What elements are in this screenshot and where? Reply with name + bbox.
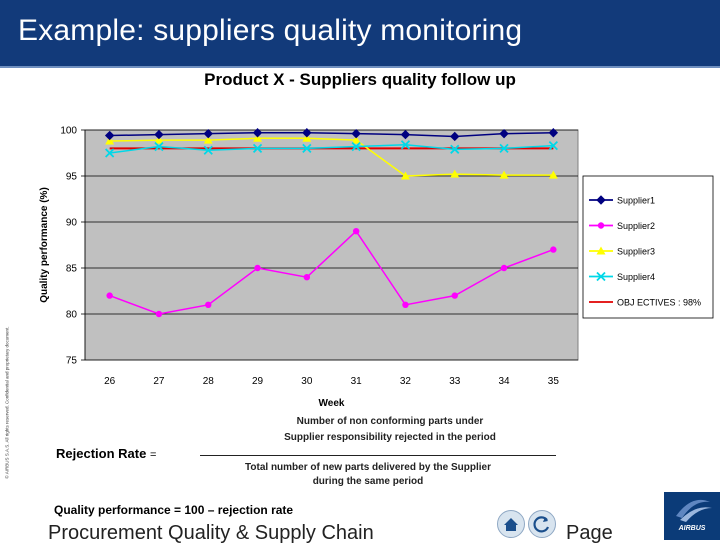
data-point-supplier1 xyxy=(104,130,115,141)
x-tick-label: 31 xyxy=(351,376,363,387)
legend-label-supplier2: Supplier2 xyxy=(617,221,655,231)
plot-area xyxy=(84,129,579,361)
legend-marker-supplier2 xyxy=(597,222,605,229)
y-tick-label: 90 xyxy=(66,218,78,229)
back-nav-icon[interactable] xyxy=(528,510,556,538)
rejection-rate-text: Rejection Rate xyxy=(56,446,147,461)
equals-sign: = xyxy=(149,449,157,461)
numerator-line-1: Number of non conforming parts under xyxy=(296,416,484,427)
y-tick-label: 95 xyxy=(66,172,78,183)
x-tick-label: 33 xyxy=(449,376,461,387)
data-point-supplier4 xyxy=(548,141,558,151)
data-point-supplier2 xyxy=(254,264,261,272)
y-tick-label: 100 xyxy=(60,126,77,137)
data-point-supplier2 xyxy=(106,292,113,299)
data-point-supplier4 xyxy=(154,141,164,152)
data-point-supplier3 xyxy=(203,135,213,144)
x-tick-label: 34 xyxy=(498,376,510,387)
chart-title: Product X - Suppliers quality follow up xyxy=(204,70,516,89)
series-line-supplier1 xyxy=(109,132,554,138)
legend-label-supplier4: Supplier4 xyxy=(617,272,655,282)
chart-svg: 75 80 85 90 95 100 26 27 28 29 30 31 32 33 34 35 Week Qua… xyxy=(39,126,714,409)
legend-label-obj-ectives-98: OBJ ECTIVES : 98% xyxy=(617,298,701,308)
series-line-supplier2 xyxy=(109,230,554,315)
x-tick-label: 32 xyxy=(400,376,412,387)
data-point-supplier1 xyxy=(154,129,164,140)
data-point-supplier3 xyxy=(400,171,410,180)
data-point-supplier3 xyxy=(499,170,509,179)
data-point-supplier4 xyxy=(351,141,361,152)
legend-label-supplier3: Supplier3 xyxy=(617,247,655,257)
footer-page-label: Page xyxy=(566,522,613,544)
data-point-supplier2 xyxy=(500,264,508,272)
rejection-rate-label: Rejection Rate = xyxy=(56,446,156,461)
data-point-supplier3 xyxy=(450,169,460,178)
data-point-supplier1 xyxy=(548,128,559,138)
denominator-line-2: during the same period xyxy=(312,476,424,487)
legend-marker-supplier1 xyxy=(596,195,606,205)
data-point-supplier4 xyxy=(302,143,312,154)
data-point-supplier1 xyxy=(252,128,263,138)
series-line-supplier4 xyxy=(109,143,554,154)
legend-marker-supplier4 xyxy=(596,271,606,282)
data-point-supplier1 xyxy=(351,128,361,139)
y-tick-label: 75 xyxy=(66,356,78,367)
home-nav-icon[interactable] xyxy=(497,510,525,538)
x-axis-title: Week xyxy=(319,398,345,409)
y-tick-label: 80 xyxy=(66,310,78,321)
data-point-supplier4 xyxy=(105,148,115,158)
data-point-supplier2 xyxy=(550,246,557,253)
x-tick-label: 28 xyxy=(203,376,215,387)
data-point-supplier3 xyxy=(105,136,115,145)
title-bar: Example: suppliers quality monitoring xyxy=(0,0,720,68)
data-point-supplier1 xyxy=(400,129,411,140)
data-point-supplier1 xyxy=(450,131,460,142)
x-tick-label: 29 xyxy=(252,376,264,387)
numerator-line-2: Supplier responsibility rejected in the … xyxy=(284,432,496,443)
x-tick-label: 26 xyxy=(104,376,116,387)
data-point-supplier3 xyxy=(253,133,263,142)
data-point-supplier3 xyxy=(548,170,558,179)
data-point-supplier4 xyxy=(203,145,213,155)
legend-marker-supplier3 xyxy=(596,246,606,255)
data-point-supplier2 xyxy=(205,301,212,308)
quality-performance-formula: Quality performance = 100 – rejection ra… xyxy=(54,503,294,517)
formula-denominator: Total number of new parts delivered by t… xyxy=(200,461,536,489)
data-point-supplier2 xyxy=(352,228,360,235)
data-point-supplier1 xyxy=(499,128,509,139)
data-point-supplier3 xyxy=(351,135,361,144)
y-axis-title: Quality performance (%) xyxy=(39,187,50,303)
denominator-line-1: Total number of new parts delivered by t… xyxy=(245,462,491,473)
slide-title: Example: suppliers quality monitoring xyxy=(18,14,523,47)
airbus-logo: AIRBUS xyxy=(664,492,720,540)
y-tick-label: 85 xyxy=(66,264,78,275)
footer-department: Procurement Quality & Supply Chain xyxy=(48,522,374,544)
series-line-supplier3 xyxy=(109,137,554,177)
legend-label-supplier1: Supplier1 xyxy=(617,196,655,206)
x-tick-label: 30 xyxy=(301,376,313,387)
data-point-supplier4 xyxy=(400,140,411,150)
data-point-supplier1 xyxy=(203,128,213,139)
data-point-supplier3 xyxy=(302,133,312,142)
airbus-swirl-icon xyxy=(676,499,712,522)
formula-numerator: Number of non conforming parts under Sup… xyxy=(230,414,550,446)
data-point-supplier4 xyxy=(499,143,509,154)
data-point-supplier4 xyxy=(450,144,460,154)
x-tick-label: 27 xyxy=(153,376,165,387)
fraction-line xyxy=(200,455,556,456)
data-point-supplier3 xyxy=(154,135,164,144)
data-point-supplier2 xyxy=(451,292,458,299)
data-point-supplier1 xyxy=(302,128,312,138)
data-point-supplier2 xyxy=(402,301,409,308)
copyright-note: © AIRBUS S.A.S. All rights reserved. Con… xyxy=(4,326,10,479)
x-tick-label: 35 xyxy=(548,376,560,387)
logo-text: AIRBUS xyxy=(678,525,706,532)
data-point-supplier2 xyxy=(155,310,163,318)
data-point-supplier2 xyxy=(303,274,311,281)
data-point-supplier4 xyxy=(252,143,263,154)
